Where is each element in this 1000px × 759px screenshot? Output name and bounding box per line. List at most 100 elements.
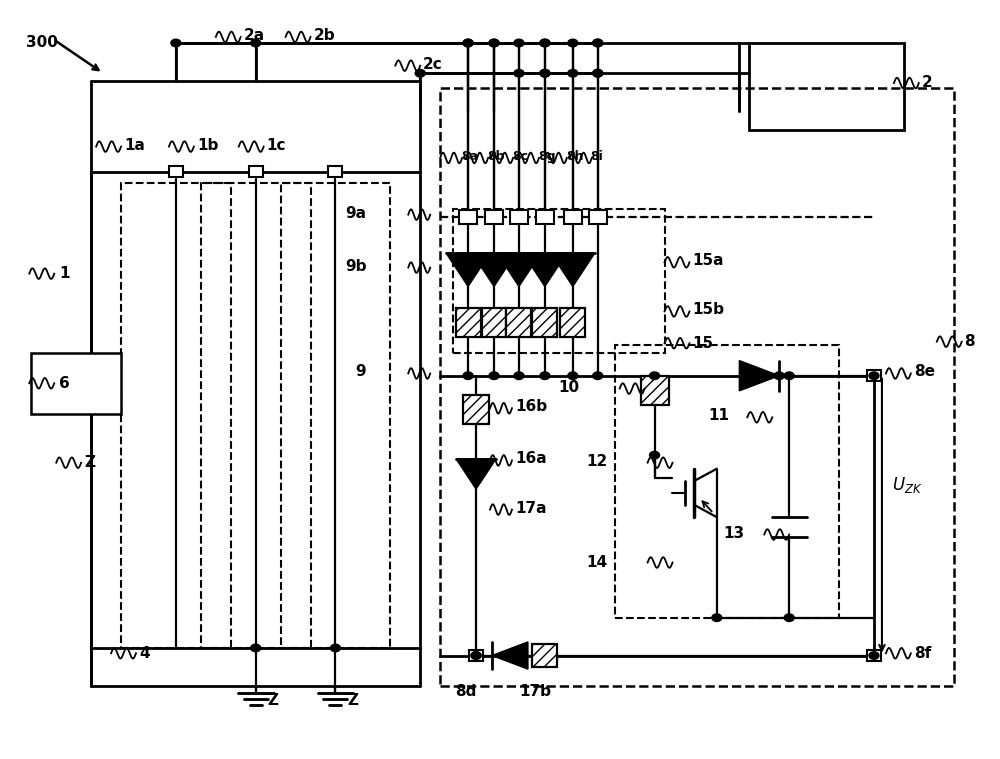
Polygon shape <box>739 361 779 391</box>
Circle shape <box>540 39 550 47</box>
Polygon shape <box>551 254 595 286</box>
Text: Z: Z <box>84 455 95 470</box>
Circle shape <box>593 39 603 47</box>
Text: 4: 4 <box>139 646 150 661</box>
Bar <box>589 210 607 224</box>
Circle shape <box>774 372 784 380</box>
Bar <box>560 308 585 337</box>
Circle shape <box>489 39 499 47</box>
Bar <box>564 210 582 224</box>
Circle shape <box>514 372 524 380</box>
Polygon shape <box>456 459 496 489</box>
Text: 15b: 15b <box>692 302 724 317</box>
Circle shape <box>593 70 603 77</box>
Circle shape <box>593 372 603 380</box>
Circle shape <box>471 652 481 660</box>
Text: 2b: 2b <box>314 28 335 43</box>
Text: 9: 9 <box>356 364 366 380</box>
Circle shape <box>463 39 473 47</box>
Text: Z: Z <box>347 694 358 708</box>
Text: 8d: 8d <box>455 685 477 699</box>
Bar <box>532 308 557 337</box>
Circle shape <box>568 39 578 47</box>
Text: 8a: 8a <box>461 150 478 163</box>
Circle shape <box>540 70 550 77</box>
Bar <box>459 210 477 224</box>
Text: 8c: 8c <box>512 150 528 163</box>
Text: 9b: 9b <box>345 259 366 273</box>
Text: 8e: 8e <box>914 364 935 380</box>
Bar <box>201 183 311 648</box>
Polygon shape <box>497 254 541 286</box>
Bar <box>453 209 665 353</box>
Text: 10: 10 <box>559 380 580 395</box>
Text: 2: 2 <box>922 75 933 90</box>
Text: 1c: 1c <box>267 137 286 153</box>
Text: 17b: 17b <box>519 685 551 699</box>
Circle shape <box>568 70 578 77</box>
Circle shape <box>463 39 473 47</box>
Circle shape <box>593 70 603 77</box>
Bar <box>328 166 342 177</box>
Text: 8f: 8f <box>914 646 931 661</box>
Bar <box>249 166 263 177</box>
Circle shape <box>171 39 181 47</box>
Circle shape <box>869 652 879 660</box>
Bar <box>615 345 839 618</box>
Circle shape <box>784 614 794 622</box>
Text: 13: 13 <box>723 525 744 540</box>
Polygon shape <box>472 254 516 286</box>
Text: $U_{ZK}$: $U_{ZK}$ <box>892 475 922 496</box>
Text: 9a: 9a <box>345 206 366 221</box>
Polygon shape <box>523 254 567 286</box>
Circle shape <box>463 372 473 380</box>
Bar <box>485 210 503 224</box>
Bar <box>463 395 489 424</box>
Circle shape <box>540 70 550 77</box>
Text: 2a: 2a <box>244 28 265 43</box>
Text: 1: 1 <box>59 266 70 281</box>
Bar <box>641 376 669 405</box>
Bar <box>456 308 481 337</box>
Polygon shape <box>446 254 490 286</box>
Text: Z: Z <box>268 694 279 708</box>
Text: 300: 300 <box>26 36 58 51</box>
Bar <box>469 650 483 661</box>
Bar <box>31 353 121 414</box>
Circle shape <box>415 70 425 77</box>
Circle shape <box>514 39 524 47</box>
Text: 8h: 8h <box>566 150 583 163</box>
Text: 8b: 8b <box>487 150 505 163</box>
Circle shape <box>784 372 794 380</box>
Bar <box>867 650 881 661</box>
Bar <box>506 308 531 337</box>
Text: 14: 14 <box>587 555 608 570</box>
Text: 1a: 1a <box>124 137 145 153</box>
Circle shape <box>712 614 722 622</box>
Circle shape <box>650 452 660 459</box>
Bar <box>749 43 904 130</box>
Bar <box>510 210 528 224</box>
Bar <box>867 370 881 381</box>
Circle shape <box>593 39 603 47</box>
Text: 15: 15 <box>692 335 714 351</box>
Bar <box>532 644 557 667</box>
Circle shape <box>251 39 261 47</box>
Text: 1b: 1b <box>197 137 218 153</box>
Bar <box>121 183 231 648</box>
Text: 2c: 2c <box>423 57 443 71</box>
Circle shape <box>650 372 660 380</box>
Bar <box>536 210 554 224</box>
Circle shape <box>489 39 499 47</box>
Text: 8g: 8g <box>538 150 555 163</box>
Circle shape <box>471 652 481 660</box>
Text: 16b: 16b <box>515 399 547 414</box>
Bar <box>482 308 506 337</box>
Circle shape <box>330 644 340 652</box>
Text: 16a: 16a <box>515 452 547 466</box>
Polygon shape <box>492 642 528 669</box>
Text: 15a: 15a <box>692 254 724 268</box>
Text: 12: 12 <box>586 454 608 468</box>
Circle shape <box>251 644 261 652</box>
Bar <box>440 88 954 686</box>
